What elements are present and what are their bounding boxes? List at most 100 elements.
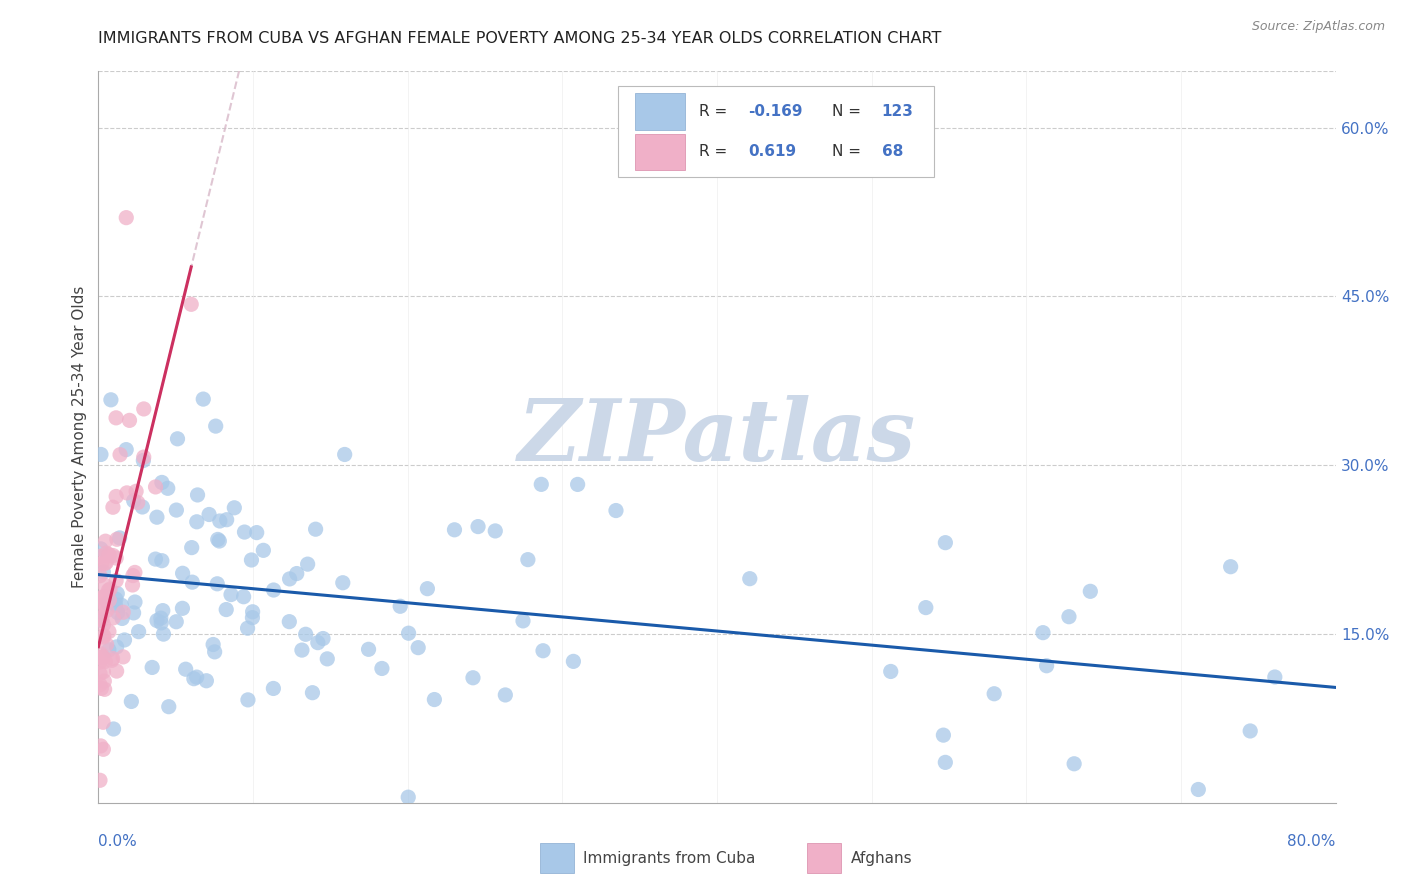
Point (146, 614, 169, 628)
Point (105, 551, 128, 566)
Point (105, 410, 128, 425)
Point (114, 632, 136, 647)
Point (96, 638, 118, 652)
Point (127, 495, 149, 509)
Point (198, 508, 221, 522)
Point (101, 653, 124, 667)
Point (105, 640, 128, 654)
Point (983, 687, 1005, 701)
Point (262, 681, 284, 696)
Point (145, 480, 167, 494)
Point (89, 591, 111, 605)
Point (186, 670, 208, 684)
Point (166, 432, 188, 446)
Text: 0.619: 0.619 (748, 145, 796, 160)
Point (103, 611, 125, 625)
Text: ZIPatlas: ZIPatlas (517, 395, 917, 479)
Point (202, 638, 225, 652)
Y-axis label: Female Poverty Among 25-34 Year Olds: Female Poverty Among 25-34 Year Olds (72, 286, 87, 588)
Point (1063, 756, 1085, 771)
Point (96, 546, 118, 560)
Point (934, 535, 956, 549)
Point (304, 522, 326, 536)
Point (90, 650, 112, 665)
Point (93, 665, 115, 679)
Text: IMMIGRANTS FROM CUBA VS AFGHAN FEMALE POVERTY AMONG 25-34 YEAR OLDS CORRELATION : IMMIGRANTS FROM CUBA VS AFGHAN FEMALE PO… (98, 31, 942, 46)
Point (195, 673, 218, 688)
Point (98, 593, 121, 607)
Point (96, 603, 118, 617)
FancyBboxPatch shape (619, 86, 934, 178)
Point (1035, 658, 1057, 673)
Point (307, 635, 329, 649)
Point (93, 630, 115, 644)
Point (94, 655, 117, 669)
Point (240, 553, 263, 567)
Point (224, 500, 246, 515)
Point (89, 655, 111, 669)
Point (108, 531, 131, 545)
Point (131, 500, 153, 514)
Point (112, 649, 135, 664)
Point (94, 534, 117, 549)
Point (187, 488, 209, 502)
Point (301, 686, 323, 700)
Point (389, 599, 412, 614)
Point (297, 557, 319, 571)
Point (122, 606, 145, 620)
Point (97, 583, 120, 598)
Point (186, 515, 208, 529)
Point (90, 549, 112, 563)
Text: Source: ZipAtlas.com: Source: ZipAtlas.com (1251, 20, 1385, 33)
Point (93, 590, 115, 604)
Point (112, 605, 135, 619)
Point (91, 715, 114, 730)
Point (90, 557, 112, 571)
Point (98, 549, 121, 563)
Point (263, 582, 285, 597)
Point (1239, 723, 1261, 738)
Point (172, 566, 194, 581)
Text: R =: R = (699, 104, 731, 120)
Point (149, 611, 172, 625)
Point (105, 664, 128, 678)
Text: 68: 68 (882, 145, 903, 160)
Point (1187, 782, 1209, 797)
Point (934, 756, 956, 770)
Point (236, 621, 259, 635)
Text: N =: N = (832, 145, 866, 160)
Point (89, 613, 111, 627)
Point (93, 617, 115, 632)
Point (97, 624, 120, 639)
Point (132, 450, 155, 464)
Point (371, 661, 394, 675)
Point (567, 477, 589, 491)
Point (242, 605, 264, 619)
Point (332, 575, 354, 590)
Point (215, 513, 238, 527)
Point (204, 419, 226, 434)
Point (108, 448, 131, 462)
Point (97, 596, 120, 610)
Point (172, 601, 194, 615)
Point (193, 392, 215, 406)
Point (90, 647, 112, 661)
Point (423, 692, 446, 706)
Point (333, 447, 356, 461)
Point (132, 401, 155, 416)
Point (115, 211, 138, 225)
Point (494, 688, 516, 702)
Point (145, 552, 167, 566)
Point (93, 565, 115, 579)
Point (738, 572, 761, 586)
Point (97, 548, 120, 562)
Point (180, 297, 202, 311)
Point (93, 578, 115, 592)
Point (291, 643, 314, 657)
Point (165, 615, 187, 629)
Point (152, 627, 174, 641)
Point (121, 578, 143, 592)
Point (398, 626, 420, 640)
Point (180, 541, 202, 555)
Point (562, 654, 585, 668)
